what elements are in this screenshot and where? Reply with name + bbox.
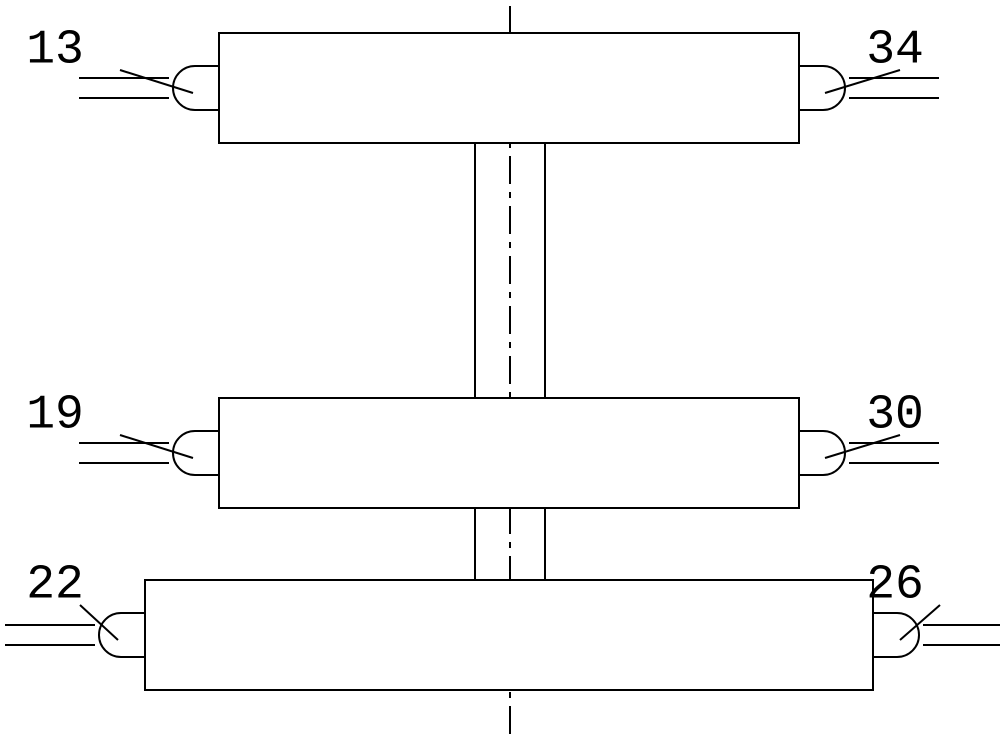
leader-l19 (120, 435, 193, 458)
label-l19: 19 (26, 389, 84, 443)
stub-bottom-left (5, 613, 145, 657)
block-bottom (145, 580, 873, 690)
leader-l13 (120, 70, 193, 93)
label-l34: 34 (866, 24, 924, 78)
label-l13: 13 (26, 24, 84, 78)
stub-middle-left (79, 431, 219, 475)
label-l22: 22 (26, 559, 84, 613)
label-l30: 30 (866, 389, 924, 443)
block-top (219, 33, 799, 143)
label-l26: 26 (866, 559, 924, 613)
block-middle (219, 398, 799, 508)
stub-top-left (79, 66, 219, 110)
stub-bottom-right (873, 613, 1000, 657)
